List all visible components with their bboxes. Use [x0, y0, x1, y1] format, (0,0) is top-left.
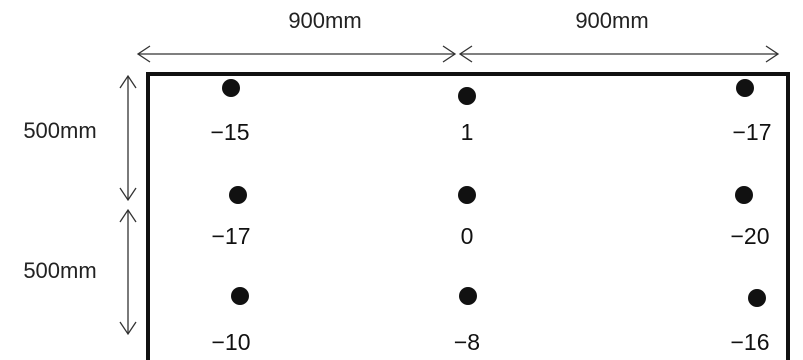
measurement-value: 1	[461, 119, 474, 145]
panel-frame	[146, 72, 790, 360]
dimension-label-side-lower: 500mm	[23, 258, 96, 283]
dimension-label-top-right: 900mm	[575, 8, 648, 33]
measurement-point	[748, 289, 766, 307]
measurement-point	[458, 186, 476, 204]
measurement-point	[736, 79, 754, 97]
measurement-point	[231, 287, 249, 305]
dimension-label-side-upper: 500mm	[23, 118, 96, 143]
measurement-value: 0	[461, 223, 474, 249]
measurement-value: −8	[454, 329, 480, 355]
measurement-value: −10	[211, 329, 250, 355]
measurement-point	[735, 186, 753, 204]
measurement-value: −17	[211, 223, 250, 249]
measurement-value: −16	[730, 329, 769, 355]
dimension-arrow-side-upper	[119, 74, 137, 202]
dimension-arrow-top-right	[458, 45, 780, 63]
measurement-value: −20	[730, 223, 769, 249]
measurement-point	[459, 287, 477, 305]
measurement-point	[229, 186, 247, 204]
measurement-point	[222, 79, 240, 97]
measurement-value: −15	[210, 119, 249, 145]
dimension-label-top-left: 900mm	[288, 8, 361, 33]
dimension-arrow-side-lower	[119, 208, 137, 336]
measurement-value: −17	[732, 119, 771, 145]
measurement-point	[458, 87, 476, 105]
dimension-arrow-top-left	[136, 45, 457, 63]
